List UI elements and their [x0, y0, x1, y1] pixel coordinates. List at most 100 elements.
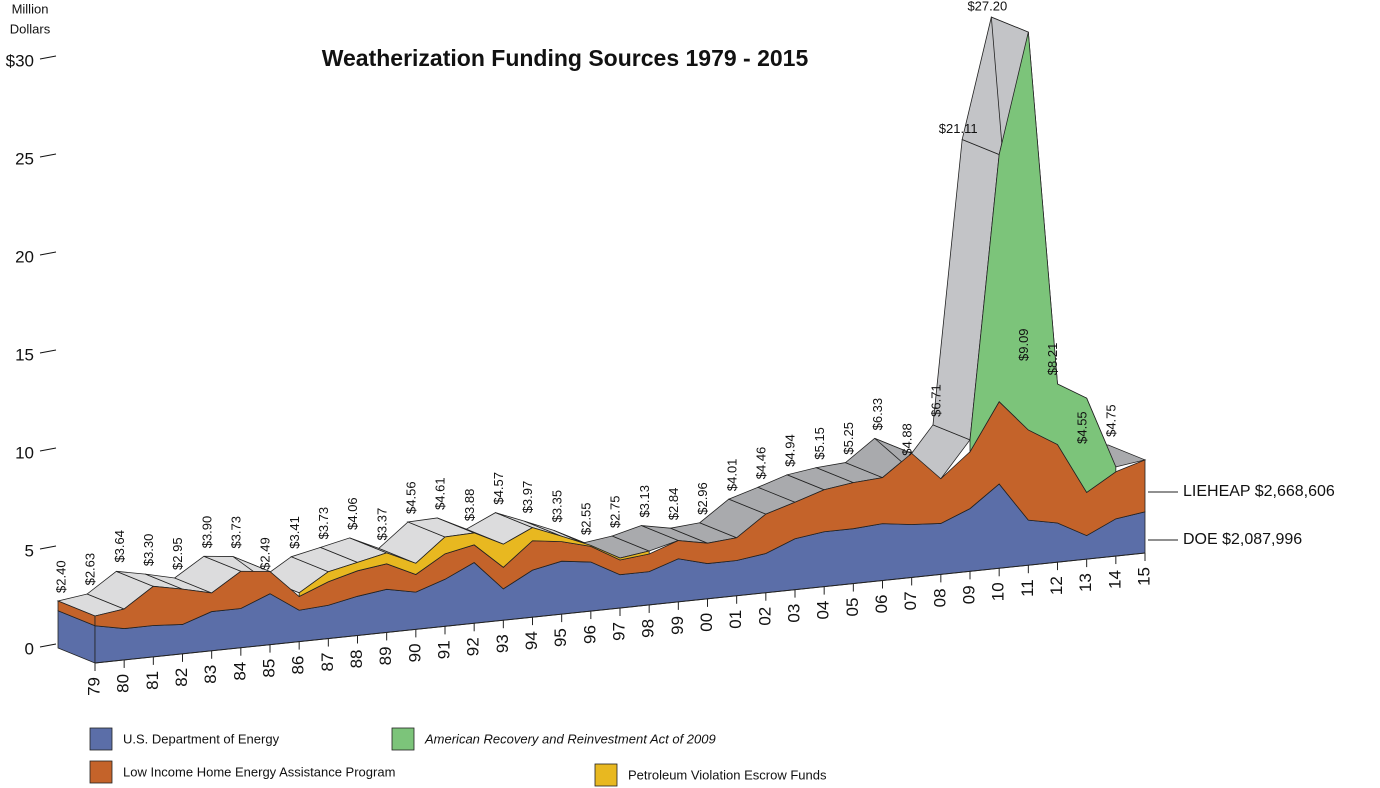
- x-tick-label: 03: [784, 604, 803, 623]
- x-tick-label: 04: [814, 601, 833, 620]
- total-label: $4.55: [1074, 411, 1089, 444]
- total-label: $4.01: [724, 459, 739, 492]
- y-tick: [39, 251, 57, 256]
- legend-label: Low Income Home Energy Assistance Progra…: [123, 764, 395, 779]
- total-label: $5.25: [841, 422, 856, 455]
- y-tick: [39, 643, 57, 648]
- total-label: $6.71: [928, 384, 943, 417]
- total-label: $4.06: [345, 497, 360, 530]
- x-tick-label: 81: [143, 671, 162, 690]
- legend-label: American Recovery and Reinvestment Act o…: [424, 731, 716, 746]
- y-tick-label: 10: [15, 443, 34, 462]
- legend-swatch: [594, 763, 618, 787]
- total-label: $21.11: [939, 121, 978, 136]
- x-tick-label: 02: [755, 607, 774, 626]
- total-label: $3.64: [112, 530, 127, 563]
- total-label: $5.15: [812, 427, 827, 460]
- y-tick-label: 20: [15, 247, 34, 266]
- x-tick-label: 84: [230, 662, 249, 681]
- x-tick-label: 86: [289, 656, 308, 675]
- y-tick-label: 25: [15, 149, 34, 168]
- area-layer: [969, 32, 1117, 494]
- x-tick-label: 00: [697, 613, 716, 632]
- x-tick-label: 06: [872, 595, 891, 614]
- x-tick-label: 11: [1018, 579, 1037, 597]
- x-tick-label: 82: [172, 668, 191, 687]
- x-tick-label: 93: [493, 634, 512, 653]
- x-tick-label: 05: [843, 598, 862, 617]
- x-tick-label: 96: [580, 625, 599, 644]
- total-label: $2.40: [53, 560, 68, 593]
- y-axis-label: Dollars: [10, 21, 51, 36]
- total-label: $8.21: [1045, 343, 1060, 376]
- total-label: $3.73: [228, 516, 243, 549]
- x-tick-label: 14: [1105, 570, 1124, 589]
- total-label: $3.97: [520, 481, 535, 514]
- x-tick-label: 90: [405, 643, 424, 662]
- total-label: $3.30: [141, 534, 156, 567]
- total-label: $3.41: [287, 516, 302, 549]
- y-tick-label: 0: [25, 639, 34, 658]
- legend-label: U.S. Department of Energy: [123, 731, 280, 746]
- y-tick: [39, 545, 57, 550]
- chart-title: Weatherization Funding Sources 1979 - 20…: [322, 45, 809, 71]
- y-tick-label: 5: [25, 541, 34, 560]
- x-tick-label: 12: [1047, 576, 1066, 595]
- legend-swatch: [89, 760, 113, 784]
- total-label: $9.09: [1016, 328, 1031, 361]
- total-label: $2.55: [578, 502, 593, 535]
- x-tick-label: 92: [464, 637, 483, 656]
- x-tick-label: 83: [201, 665, 220, 684]
- total-label: $4.56: [403, 481, 418, 514]
- x-tick-label: 97: [609, 622, 628, 641]
- total-label: $3.13: [637, 485, 652, 518]
- x-tick-label: 95: [551, 628, 570, 647]
- y-axis-label: Million: [12, 1, 49, 16]
- y-tick-label: $30: [6, 51, 34, 70]
- total-label: $2.96: [695, 482, 710, 515]
- annotation: DOE $2,087,996: [1183, 531, 1302, 548]
- x-tick-label: 89: [376, 646, 395, 665]
- annotation: LIEHEAP $2,668,606: [1183, 483, 1335, 500]
- x-tick-label: 91: [434, 640, 453, 659]
- x-tick-label: 99: [668, 616, 687, 635]
- total-label: $3.90: [199, 516, 214, 549]
- total-label: $2.75: [608, 495, 623, 528]
- legend-label: Petroleum Violation Escrow Funds: [628, 767, 827, 782]
- total-label: $2.84: [666, 488, 681, 521]
- total-label: $4.57: [491, 472, 506, 505]
- x-tick-label: 80: [114, 674, 133, 693]
- x-tick-label: 85: [259, 659, 278, 678]
- x-tick-label: 15: [1134, 567, 1153, 586]
- total-label: $2.49: [258, 537, 273, 570]
- total-label: $2.95: [170, 537, 185, 570]
- y-tick: [39, 447, 57, 452]
- base-line: [94, 552, 1146, 664]
- legend-swatch: [391, 727, 415, 751]
- y-tick: [39, 55, 57, 60]
- y-tick: [39, 153, 57, 158]
- total-label: $3.35: [549, 490, 564, 523]
- total-label: $27.20: [967, 0, 1007, 14]
- total-label: $6.33: [870, 398, 885, 431]
- total-label: $4.75: [1103, 404, 1118, 437]
- x-tick-label: 01: [726, 610, 745, 629]
- x-tick-label: 94: [522, 631, 541, 650]
- x-tick-label: 79: [84, 677, 103, 696]
- legend-swatch: [89, 727, 113, 751]
- x-tick-label: 09: [959, 585, 978, 604]
- x-tick-label: 08: [930, 588, 949, 607]
- x-tick-label: 10: [989, 582, 1008, 601]
- total-label: $2.63: [83, 553, 98, 586]
- x-tick-label: 07: [901, 591, 920, 610]
- x-tick-label: 88: [347, 650, 366, 669]
- total-label: $4.94: [783, 434, 798, 467]
- x-tick-label: 13: [1076, 573, 1095, 592]
- total-label: $3.37: [374, 508, 389, 541]
- x-tick-label: 98: [639, 619, 658, 638]
- y-tick: [39, 349, 57, 354]
- total-label: $3.88: [462, 489, 477, 522]
- x-tick-label: 87: [318, 653, 337, 672]
